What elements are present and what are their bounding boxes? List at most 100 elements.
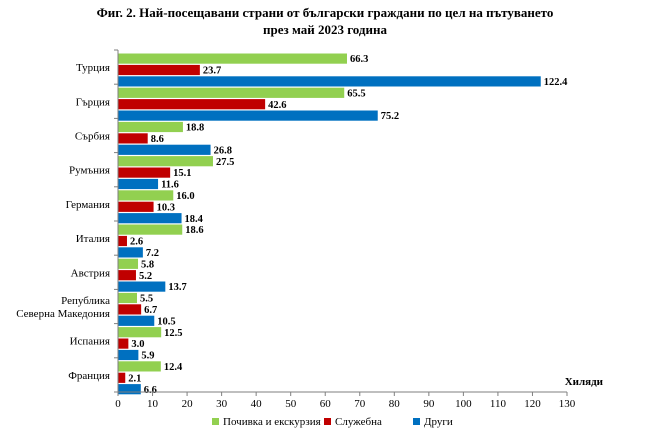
x-tick-label: 50 bbox=[285, 398, 297, 410]
bar bbox=[118, 87, 345, 98]
bar bbox=[118, 247, 143, 258]
bar bbox=[118, 338, 129, 349]
bar bbox=[118, 292, 137, 304]
data-label: 18.4 bbox=[185, 214, 204, 225]
data-labels: 66.3 23.7 122.4 65.5 42.6 75.2 18.8 8.6 26.827.5… bbox=[128, 54, 568, 396]
x-tick-label: 130 bbox=[559, 398, 576, 410]
bar bbox=[118, 156, 213, 167]
category-label: Република bbox=[61, 295, 110, 307]
category-label: Северна Македония bbox=[16, 308, 110, 320]
bar bbox=[118, 178, 159, 190]
bar bbox=[118, 281, 166, 292]
legend-label: Други bbox=[424, 416, 453, 428]
data-label: 3.0 bbox=[131, 339, 144, 350]
bar bbox=[118, 258, 139, 269]
x-tick-label: 110 bbox=[490, 398, 507, 410]
axes: 0 10 20 30 40 50 60 70 80 90 100 110 120 130 bbox=[114, 49, 576, 410]
bar bbox=[118, 349, 139, 361]
data-label: 12.4 bbox=[164, 362, 183, 373]
bars bbox=[118, 53, 541, 395]
bar bbox=[118, 372, 126, 383]
bar bbox=[118, 315, 155, 326]
data-label: 42.6 bbox=[268, 100, 286, 111]
data-label: 122.4 bbox=[544, 77, 568, 88]
bar bbox=[118, 53, 347, 64]
x-tick-label: 90 bbox=[423, 398, 435, 410]
legend-item: Почивка и екскурзия bbox=[212, 416, 321, 428]
bar bbox=[118, 270, 136, 281]
data-label: 16.0 bbox=[176, 191, 194, 202]
data-label: 5.9 bbox=[141, 351, 154, 362]
x-tick-label: 10 bbox=[147, 398, 159, 410]
category-label: Гърция bbox=[76, 96, 110, 108]
category-label: Испания bbox=[70, 336, 110, 348]
data-label: 18.6 bbox=[185, 225, 203, 236]
chart-title-line: Фиг. 2. Най-посещавани страни от българс… bbox=[97, 5, 554, 20]
bar bbox=[118, 121, 183, 133]
category-label: Румъния bbox=[69, 165, 110, 177]
data-label: 75.2 bbox=[381, 111, 399, 122]
legend-swatch bbox=[413, 418, 420, 425]
data-label: 7.2 bbox=[146, 248, 159, 259]
legend-label: Почивка и екскурзия bbox=[223, 416, 321, 428]
bar bbox=[118, 361, 161, 372]
category-label: Австрия bbox=[71, 267, 110, 279]
bar bbox=[118, 327, 162, 338]
category-labels: Турция Гърция Сърбия Румъния Германия Италия А… bbox=[16, 62, 110, 382]
data-label: 5.8 bbox=[141, 259, 154, 270]
legend-swatch bbox=[212, 418, 219, 425]
bar bbox=[118, 133, 148, 144]
data-label: 66.3 bbox=[350, 54, 368, 65]
data-label: 10.3 bbox=[157, 202, 175, 213]
category-label: Франция bbox=[68, 370, 110, 382]
category-label: Турция bbox=[76, 62, 110, 74]
bar bbox=[118, 304, 142, 315]
bar bbox=[118, 64, 200, 76]
data-label: 13.7 bbox=[168, 282, 186, 293]
chart-title-line: през май 2023 година bbox=[263, 22, 387, 37]
legend: Почивка и екскурзия Служебна Други bbox=[212, 416, 453, 428]
x-tick-label: 30 bbox=[216, 398, 228, 410]
data-label: 18.8 bbox=[186, 123, 204, 134]
legend-item: Служебна bbox=[324, 416, 382, 428]
x-tick-label: 80 bbox=[389, 398, 401, 410]
x-axis-unit-label: Хиляди bbox=[565, 376, 604, 388]
data-label: 5.5 bbox=[140, 294, 153, 305]
data-label: 23.7 bbox=[203, 66, 221, 77]
data-label: 26.8 bbox=[214, 145, 232, 156]
x-tick-label: 120 bbox=[524, 398, 541, 410]
data-label: 6.6 bbox=[144, 385, 157, 396]
bar bbox=[118, 224, 183, 235]
data-label: 8.6 bbox=[151, 134, 164, 145]
data-label: 65.5 bbox=[347, 88, 365, 99]
category-label: Сърбия bbox=[75, 131, 110, 143]
data-label: 27.5 bbox=[216, 157, 234, 168]
category-label: Италия bbox=[76, 233, 110, 245]
x-tick-label: 20 bbox=[182, 398, 194, 410]
bar bbox=[118, 167, 171, 178]
data-label: 15.1 bbox=[173, 168, 191, 179]
data-label: 6.7 bbox=[144, 305, 157, 316]
bar bbox=[118, 213, 182, 224]
chart-title: Фиг. 2. Най-посещавани страни от българс… bbox=[97, 5, 554, 37]
data-label: 2.6 bbox=[130, 237, 143, 248]
bar bbox=[118, 190, 174, 201]
category-label: Германия bbox=[66, 199, 110, 211]
bar bbox=[118, 110, 378, 121]
data-label: 2.1 bbox=[128, 373, 141, 384]
bar bbox=[118, 201, 154, 212]
bar bbox=[118, 99, 266, 110]
data-label: 10.5 bbox=[157, 316, 175, 327]
data-label: 11.6 bbox=[161, 180, 179, 191]
bar bbox=[118, 76, 541, 87]
x-tick-label: 70 bbox=[354, 398, 366, 410]
bar bbox=[118, 384, 141, 395]
x-tick-label: 40 bbox=[251, 398, 263, 410]
bar bbox=[118, 144, 211, 155]
x-tick-label: 0 bbox=[115, 398, 121, 410]
x-tick-label: 100 bbox=[455, 398, 472, 410]
data-label: 12.5 bbox=[164, 328, 182, 339]
legend-label: Служебна bbox=[335, 416, 382, 428]
legend-item: Други bbox=[413, 416, 453, 428]
